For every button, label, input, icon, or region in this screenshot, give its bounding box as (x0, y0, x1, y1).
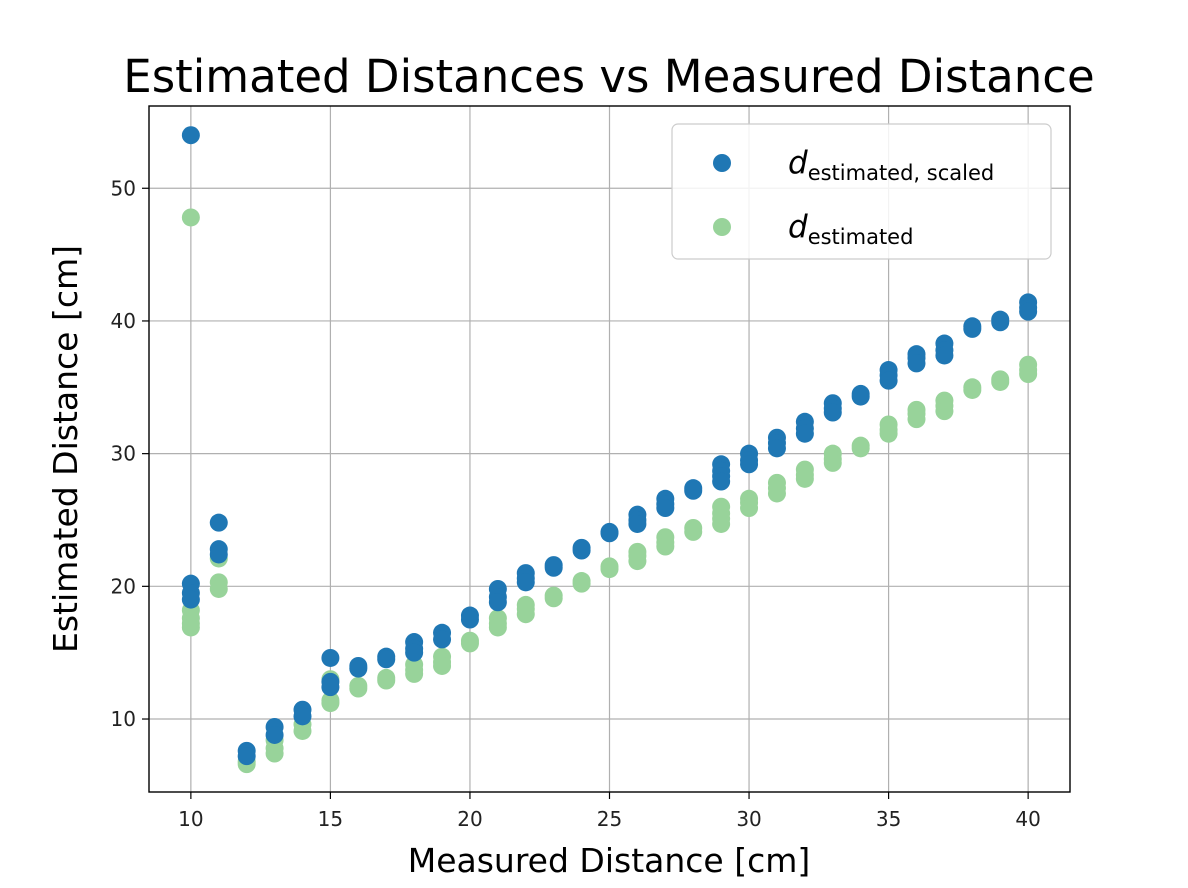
legend-label: destimated (788, 209, 913, 249)
data-point (991, 372, 1010, 391)
series-estimated-scaled (181, 126, 1038, 766)
data-point (740, 499, 759, 518)
x-tick-label: 15 (318, 807, 343, 831)
data-point (544, 558, 563, 577)
legend-label-main: d (788, 145, 808, 181)
data-point (488, 593, 507, 612)
data-point (600, 524, 619, 543)
data-point (405, 643, 424, 662)
data-point (181, 590, 200, 609)
legend-marker (713, 154, 731, 172)
data-point (460, 634, 479, 653)
y-tick-label: 40 (111, 309, 136, 333)
data-point (851, 439, 870, 458)
data-point (656, 499, 675, 518)
data-point (433, 630, 452, 649)
data-point (321, 648, 340, 667)
data-point (795, 424, 814, 443)
data-points (181, 126, 1038, 774)
data-point (767, 484, 786, 503)
series-estimated (181, 208, 1038, 774)
x-tick-label: 25 (597, 807, 622, 831)
data-point (460, 610, 479, 629)
y-tick-label: 50 (111, 176, 136, 200)
data-point (433, 656, 452, 675)
data-point (907, 354, 926, 373)
data-point (237, 747, 256, 766)
data-point (600, 560, 619, 579)
data-point (1019, 302, 1038, 321)
legend-label-subscript: estimated (808, 225, 914, 249)
data-point (879, 371, 898, 390)
data-point (516, 605, 535, 624)
data-point (767, 439, 786, 458)
x-tick-label: 10 (178, 807, 203, 831)
legend-label-subscript: estimated, scaled (808, 161, 995, 185)
data-point (712, 514, 731, 533)
data-point (349, 659, 368, 678)
data-point (181, 208, 200, 227)
data-point (935, 402, 954, 421)
data-point (572, 574, 591, 593)
legend-label-main: d (788, 209, 808, 245)
data-point (684, 522, 703, 541)
legend-box (671, 123, 1052, 260)
data-point (293, 707, 312, 726)
data-point (377, 650, 396, 669)
data-point (628, 552, 647, 571)
data-point (740, 455, 759, 474)
data-point (1019, 365, 1038, 384)
data-point (823, 453, 842, 472)
data-point (544, 589, 563, 608)
data-point (879, 424, 898, 443)
chart-title: Estimated Distances vs Measured Distance (123, 50, 1094, 103)
data-point (209, 579, 228, 598)
data-point (712, 472, 731, 491)
data-point (628, 514, 647, 533)
y-tick-label: 30 (111, 442, 136, 466)
data-point (935, 346, 954, 365)
x-tick-label: 40 (1015, 807, 1040, 831)
y-tick-label: 10 (111, 707, 136, 731)
data-point (823, 403, 842, 422)
axis-ticks: 10 15 20 25 30 35 40 10 20 30 40 50 (111, 176, 1041, 831)
data-point (963, 319, 982, 338)
data-point (321, 678, 340, 697)
data-point (963, 380, 982, 399)
data-point (265, 744, 284, 763)
data-point (684, 481, 703, 500)
data-point (656, 537, 675, 556)
data-point (991, 313, 1010, 332)
x-axis-label: Measured Distance [cm] (408, 841, 811, 880)
data-point (265, 725, 284, 744)
x-tick-label: 35 (876, 807, 901, 831)
data-point (377, 671, 396, 690)
data-point (795, 469, 814, 488)
data-point (907, 410, 926, 429)
data-point (488, 618, 507, 637)
data-point (851, 387, 870, 406)
data-point (572, 541, 591, 560)
data-point (181, 126, 200, 145)
data-point (405, 664, 424, 683)
data-point (349, 679, 368, 698)
data-point (181, 618, 200, 637)
data-point (209, 513, 228, 532)
y-axis-label: Estimated Distance [cm] (46, 245, 85, 653)
data-point (293, 721, 312, 740)
x-tick-label: 30 (736, 807, 761, 831)
y-tick-label: 20 (111, 574, 136, 598)
x-tick-label: 20 (457, 807, 482, 831)
legend-marker (713, 218, 731, 236)
data-point (516, 573, 535, 592)
data-point (321, 694, 340, 713)
legend-label: destimated, scaled (788, 145, 994, 185)
data-point (209, 545, 228, 564)
